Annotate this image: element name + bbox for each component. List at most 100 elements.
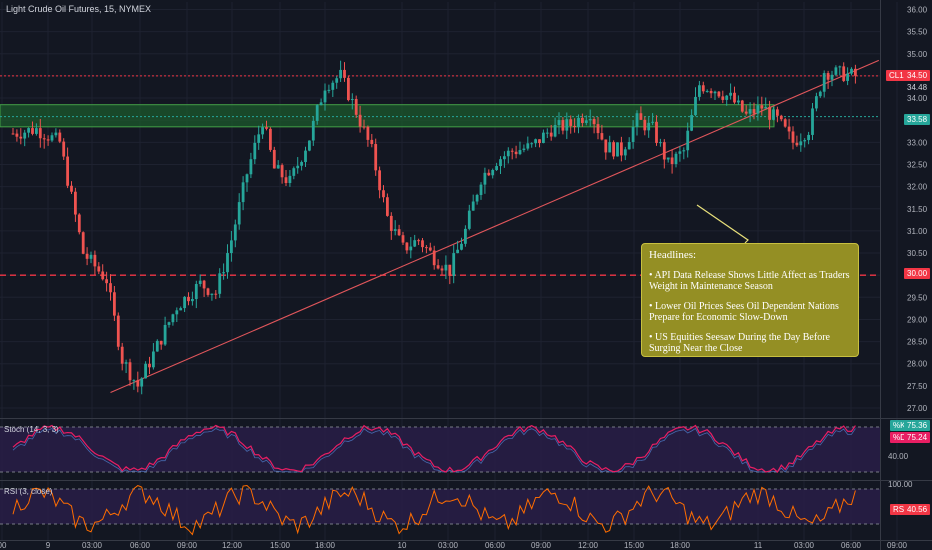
price-tick: 34.00 — [907, 94, 928, 103]
candle — [584, 120, 588, 123]
candle — [113, 292, 116, 316]
candle — [27, 128, 30, 133]
trendline[interactable] — [110, 59, 880, 394]
price-tick: 27.00 — [907, 404, 928, 413]
candle — [545, 132, 549, 134]
stoch-label[interactable]: Stoch (14, 3, 3) — [4, 425, 59, 434]
candle — [549, 132, 553, 137]
candle — [116, 315, 120, 347]
headlines-title: Headlines: — [649, 249, 697, 261]
headlines-annotation[interactable]: Headlines: • API Data Release Shows Litt… — [641, 243, 859, 357]
time-tick: 18:00 — [315, 541, 336, 550]
candle — [694, 96, 697, 116]
candle — [120, 346, 124, 364]
stoch-d-value: 75.24 — [904, 432, 931, 443]
time-tick: 15:00 — [624, 541, 645, 550]
price-tick: 33.00 — [907, 138, 928, 147]
time-axis: 00 9 03:00 06:00 09:00 12:00 15:00 18:00 10 03:00… — [0, 541, 908, 550]
chart-title: Light Crude Oil Futures, 15, NYMEX — [6, 4, 152, 14]
candle — [214, 293, 218, 295]
candle — [608, 142, 612, 153]
candle — [386, 197, 389, 216]
candle — [226, 253, 229, 273]
candle — [308, 140, 311, 151]
candle — [354, 99, 358, 115]
candle — [401, 235, 405, 243]
price-tick: 29.50 — [907, 293, 928, 302]
candle — [748, 109, 752, 114]
time-tick: 09:00 — [177, 541, 198, 550]
candle — [105, 279, 108, 284]
time-tick: 18:00 — [670, 541, 691, 550]
candle — [721, 96, 725, 100]
candle — [198, 280, 202, 285]
candle — [413, 240, 417, 247]
candle — [460, 243, 463, 250]
candle — [464, 228, 467, 244]
candle — [713, 91, 717, 94]
price-tick: 30.50 — [907, 249, 928, 258]
candle — [815, 96, 818, 109]
candle — [311, 120, 315, 141]
candle — [152, 351, 155, 368]
candle — [811, 108, 814, 135]
candle — [179, 308, 183, 311]
candle — [77, 214, 81, 233]
candle — [265, 127, 268, 129]
candle — [787, 126, 791, 132]
candle — [393, 229, 397, 231]
candle — [569, 119, 573, 126]
headline-item: • API Data Release Shows Little Affect a… — [649, 270, 850, 292]
candle — [538, 139, 541, 144]
candle — [518, 150, 522, 155]
headline-item: • Lower Oil Prices Sees Oil Dependent Na… — [649, 301, 839, 323]
candle — [701, 85, 705, 92]
time-tick: 10 — [398, 541, 407, 550]
candle — [409, 246, 413, 251]
candle — [616, 142, 619, 157]
time-tick: 03:00 — [794, 541, 815, 550]
rsi-value: 40.56 — [904, 504, 931, 515]
candle — [46, 139, 50, 141]
candle — [487, 172, 491, 176]
time-tick: 11 — [754, 541, 763, 550]
candle — [471, 201, 475, 211]
rsi-label[interactable]: RSI (3, close) — [4, 487, 53, 496]
candle — [331, 82, 335, 90]
candle — [245, 174, 249, 183]
candle — [405, 242, 409, 251]
candle — [737, 100, 740, 103]
annotation-pointer — [696, 204, 749, 244]
candle — [347, 77, 350, 101]
candle — [803, 140, 807, 142]
candle — [366, 126, 370, 140]
candle — [682, 150, 686, 152]
candle — [678, 151, 682, 154]
candle — [237, 202, 241, 225]
candle — [66, 156, 69, 186]
candle — [81, 232, 85, 254]
headline-item: • US Equities Seesaw During the Day Befo… — [649, 332, 830, 354]
candle — [222, 272, 225, 274]
candle — [284, 177, 288, 184]
candle — [97, 266, 101, 272]
candle — [15, 133, 19, 137]
price-tick: 31.50 — [907, 205, 928, 214]
candle — [776, 109, 779, 116]
candle — [269, 128, 272, 150]
candle — [389, 215, 393, 231]
candle — [740, 100, 744, 112]
candle — [534, 139, 537, 144]
candle — [93, 254, 97, 267]
candle — [565, 119, 569, 131]
time-tick: 15:00 — [270, 541, 291, 550]
candle — [717, 91, 721, 97]
candle — [35, 128, 38, 134]
candle — [42, 138, 46, 140]
prev-price-label: 34.48 — [904, 82, 931, 93]
candle — [452, 253, 456, 276]
candle — [854, 68, 857, 76]
candle — [296, 165, 300, 169]
stoch-k-tag: %K — [890, 420, 909, 431]
